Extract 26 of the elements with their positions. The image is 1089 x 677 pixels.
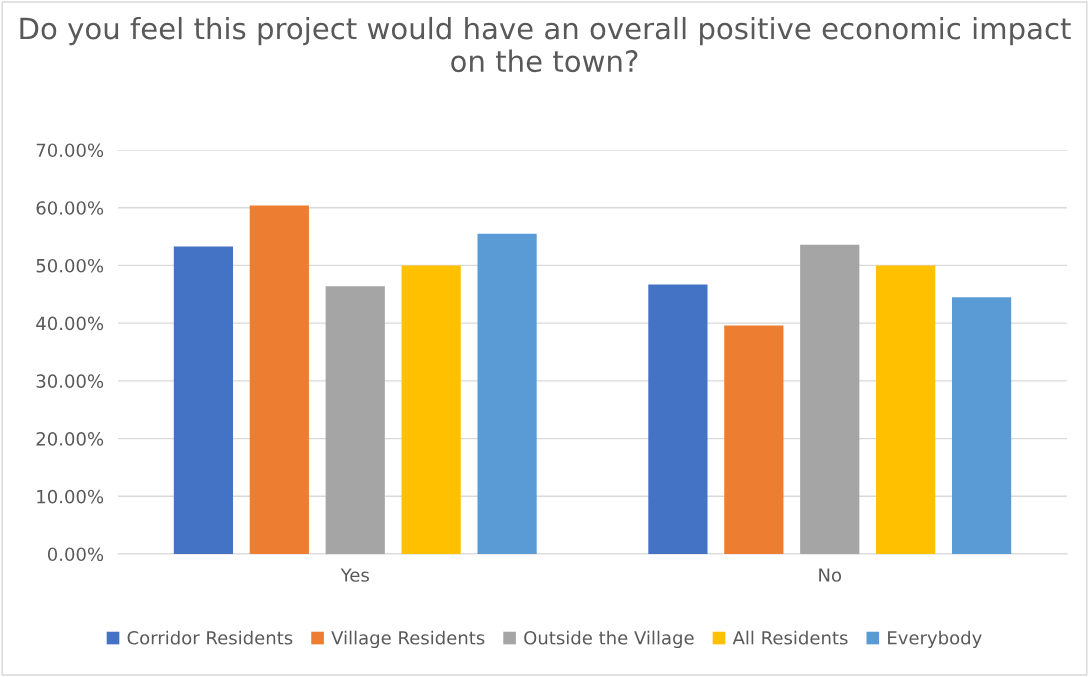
- y-tick-label: 30.00%: [36, 374, 104, 388]
- y-tick-label: 70.00%: [36, 143, 104, 158]
- y-tick-label: 50.00%: [36, 258, 104, 273]
- bar: [325, 286, 385, 554]
- y-tick-label: 60.00%: [36, 201, 104, 215]
- y-tick-label: 0.00%: [47, 547, 104, 562]
- legend-label: Corridor Residents: [127, 630, 293, 645]
- bar: [648, 284, 708, 554]
- x-tick-label: Yes: [340, 568, 369, 582]
- bar: [477, 233, 537, 554]
- bar: [951, 297, 1012, 554]
- bar: [800, 244, 860, 554]
- bar: [401, 265, 461, 554]
- legend-label: All Residents: [732, 630, 848, 645]
- bar: [724, 325, 784, 554]
- legend-label: Everybody: [888, 630, 982, 649]
- bar: [249, 205, 309, 554]
- y-tick-label: 40.00%: [36, 316, 104, 331]
- bar: [173, 246, 234, 554]
- y-tick-label: 20.00%: [36, 432, 104, 446]
- legend-label: Village Residents: [331, 630, 485, 649]
- bar: [876, 265, 936, 554]
- x-tick-label: No: [819, 568, 842, 582]
- y-tick-label: 10.00%: [37, 489, 104, 504]
- legend-label: Outside the Village: [524, 630, 694, 649]
- chart-title: Do you feel this project would have an overall positive economic impact on the town?: [20, 16, 1071, 73]
